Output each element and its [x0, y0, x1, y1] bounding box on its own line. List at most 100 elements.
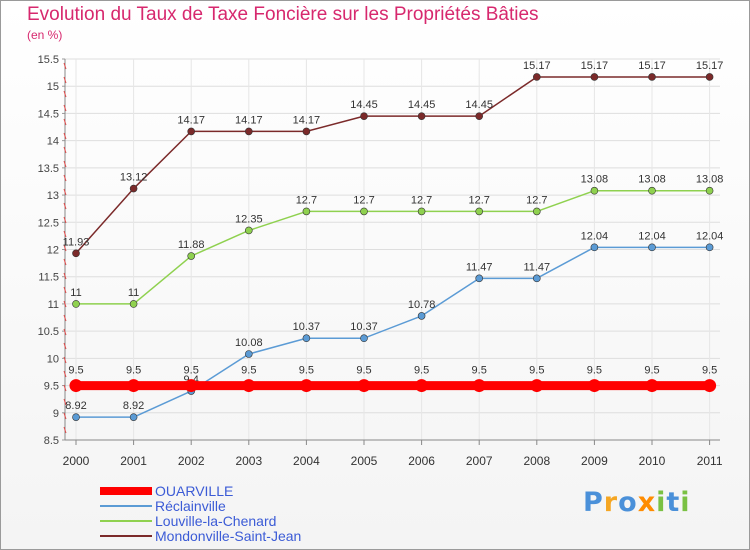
data-point [415, 379, 429, 393]
data-label: 12.35 [235, 213, 263, 225]
data-label: 11 [128, 287, 139, 299]
data-point [245, 226, 253, 235]
axis-dash [63, 244, 67, 252]
data-point [590, 186, 599, 195]
data-label: 9.5 [414, 365, 429, 377]
data-label: 9.5 [587, 365, 602, 377]
x-tick-label: 2001 [120, 454, 147, 468]
data-point [360, 112, 368, 120]
axis-dash [63, 258, 67, 266]
data-point [475, 112, 484, 120]
y-tick-label: 13 [47, 190, 59, 202]
data-label: 9.5 [126, 365, 141, 377]
data-point [648, 186, 656, 195]
axis-dash [63, 412, 67, 420]
axis-dash [63, 356, 67, 364]
data-point [532, 73, 541, 81]
data-point [590, 243, 599, 252]
data-point [357, 379, 371, 393]
data-point [360, 334, 368, 343]
legend-label: Mondonville-Saint-Jean [155, 528, 302, 544]
legend-label: Réclainville [155, 498, 226, 514]
data-point [648, 243, 656, 252]
data-point [705, 73, 714, 81]
axis-dash [63, 118, 67, 126]
chart-subtitle: (en %) [27, 28, 63, 42]
data-point [417, 207, 426, 216]
y-tick-label: 11.5 [38, 272, 59, 284]
data-label: 11.47 [523, 261, 550, 273]
series-line-3 [75, 76, 710, 254]
axis-dash [63, 202, 67, 210]
data-label: 9.5 [241, 365, 256, 377]
y-tick-label: 9.5 [44, 381, 59, 393]
data-point [532, 274, 541, 283]
data-point [705, 186, 714, 195]
data-point [417, 112, 426, 120]
axis-dash [63, 230, 67, 238]
y-tick-label: 12 [47, 245, 59, 257]
data-label: 14.17 [235, 114, 263, 126]
data-point [705, 243, 714, 252]
axis-dash [63, 216, 67, 224]
data-point [645, 379, 659, 393]
data-point [72, 300, 80, 308]
data-label: 9.5 [529, 365, 544, 377]
x-tick-label: 2002 [178, 454, 205, 468]
data-point [127, 379, 141, 393]
axis-dash [63, 76, 67, 84]
legend-swatch [100, 487, 152, 495]
data-label: 11 [70, 287, 81, 299]
axis-dash [63, 132, 67, 140]
data-point [72, 413, 80, 421]
data-label: 12.7 [296, 194, 317, 206]
x-tick-label: 2007 [466, 454, 493, 468]
y-tick-label: 10.5 [38, 326, 59, 338]
axis-dash [63, 370, 67, 378]
axis-dash [63, 426, 67, 434]
data-point [475, 274, 484, 283]
y-tick-label: 11 [48, 299, 59, 311]
legend-swatch [100, 505, 152, 507]
data-label: 13.08 [696, 174, 724, 186]
chart-title: Evolution du Taux de Taxe Foncière sur l… [27, 4, 539, 25]
data-point [703, 379, 717, 393]
axis-dash [63, 272, 67, 280]
data-point [187, 127, 195, 136]
data-label: 13.08 [638, 174, 666, 186]
data-label: 9.5 [356, 365, 371, 377]
axis-dash [63, 384, 67, 392]
data-point [245, 127, 253, 136]
x-tick-label: 2009 [581, 454, 608, 468]
data-label: 9.5 [68, 365, 83, 377]
data-label: 10.37 [350, 321, 378, 333]
axis-dash [63, 328, 67, 336]
axis-dash [63, 174, 67, 182]
data-point [245, 350, 253, 358]
x-tick-label: 2008 [523, 454, 550, 468]
series-line-1 [76, 246, 710, 418]
data-label: 12.7 [411, 194, 432, 206]
data-label: 14.45 [408, 99, 436, 111]
data-label: 15.17 [581, 60, 609, 72]
data-point [129, 184, 138, 193]
series-line-2 [76, 189, 710, 305]
data-point [184, 379, 198, 393]
data-point [69, 379, 83, 393]
axis-dash [63, 104, 67, 112]
data-point [299, 379, 313, 393]
data-label: 11.47 [466, 261, 493, 273]
axis-dash [63, 160, 67, 168]
y-tick-label: 12.5 [38, 217, 59, 229]
data-label: 9.5 [644, 365, 659, 377]
data-label: 10.78 [408, 299, 436, 311]
data-label: 12.04 [696, 230, 724, 242]
data-point [648, 73, 656, 81]
x-tick-label: 2004 [293, 454, 320, 468]
y-tick-label: 15 [47, 81, 59, 93]
y-tick-label: 9 [53, 408, 59, 420]
data-label: 12.04 [638, 230, 666, 242]
data-point [417, 312, 426, 320]
